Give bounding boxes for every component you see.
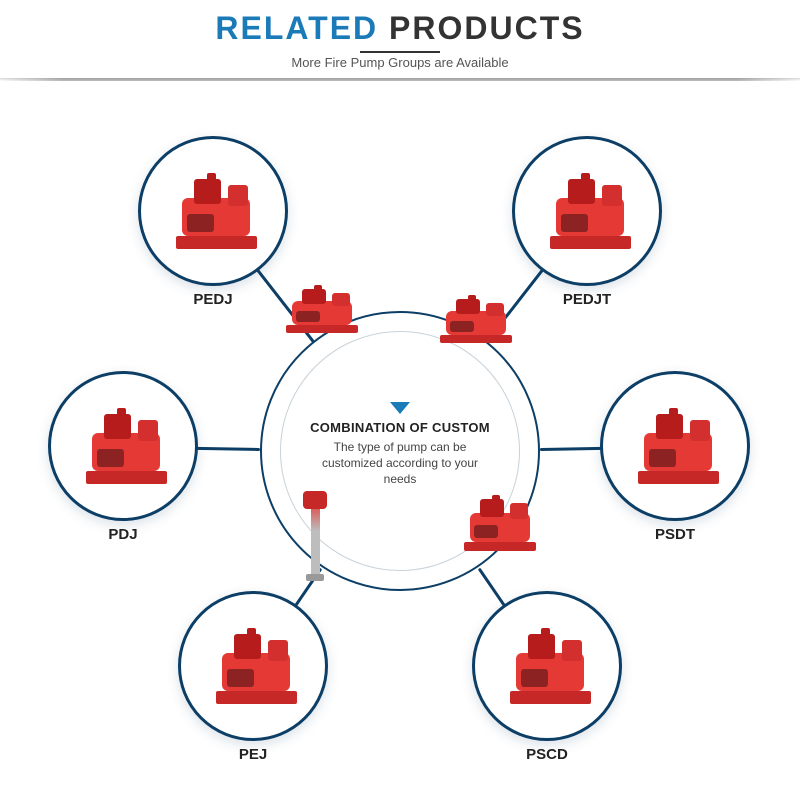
pump-icon xyxy=(211,634,301,704)
page-title: RELATED PRODUCTS xyxy=(0,10,800,47)
pump-icon xyxy=(633,414,723,484)
product-node-psdt[interactable] xyxy=(600,371,750,521)
pump-icon xyxy=(505,634,595,704)
pump-icon xyxy=(460,499,540,551)
center-heading: COMBINATION OF CUSTOM xyxy=(310,420,490,435)
product-node-pscd[interactable] xyxy=(472,591,622,741)
title-accent: RELATED xyxy=(215,10,378,46)
pump-icon xyxy=(81,414,171,484)
pump-icon xyxy=(436,299,516,343)
product-label-pej: PEJ xyxy=(178,746,328,763)
product-node-pedjt[interactable] xyxy=(512,136,662,286)
product-label-psdt: PSDT xyxy=(600,526,750,543)
product-node-pdj[interactable] xyxy=(48,371,198,521)
diagram-stage: COMBINATION OF CUSTOM The type of pump c… xyxy=(0,81,800,801)
subtitle: More Fire Pump Groups are Available xyxy=(0,55,800,70)
product-node-pej[interactable] xyxy=(178,591,328,741)
chevron-down-icon xyxy=(390,402,410,414)
connector xyxy=(194,447,260,451)
connector xyxy=(540,447,604,451)
pump-icon xyxy=(300,491,330,581)
title-divider xyxy=(360,51,440,53)
product-label-pedj: PEDJ xyxy=(138,291,288,308)
product-label-pdj: PDJ xyxy=(48,526,198,543)
pump-icon xyxy=(545,179,635,249)
product-label-pedjt: PEDJT xyxy=(512,291,662,308)
product-label-pscd: PSCD xyxy=(472,746,622,763)
product-node-pedj[interactable] xyxy=(138,136,288,286)
title-dark: PRODUCTS xyxy=(389,10,585,46)
pump-icon xyxy=(282,289,362,333)
pump-icon xyxy=(171,179,261,249)
header: RELATED PRODUCTS More Fire Pump Groups a… xyxy=(0,0,800,70)
center-text: The type of pump can be customized accor… xyxy=(281,439,519,488)
